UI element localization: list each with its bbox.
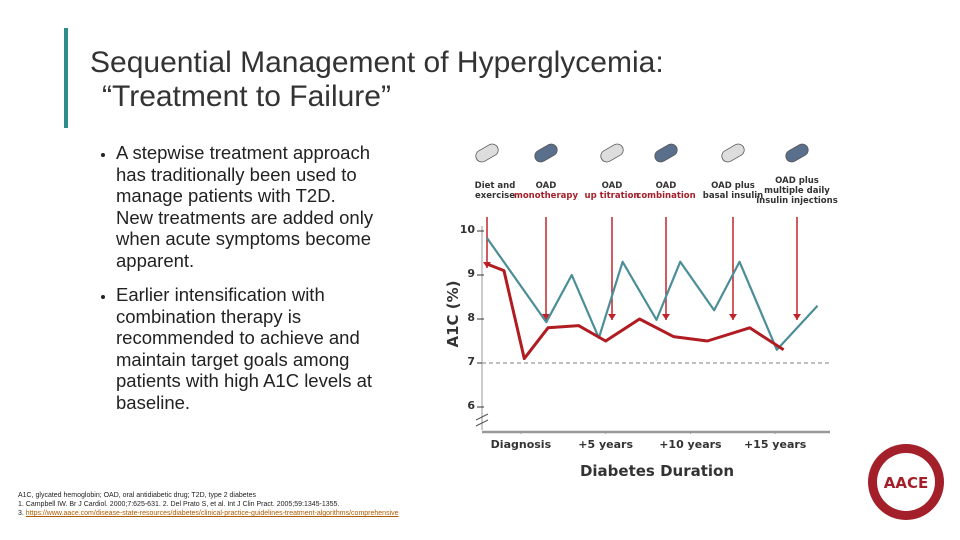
bullet: Earlier intensification with combination… [116,284,376,413]
step-label: Diet and [475,181,516,191]
step-label: OAD [602,181,623,191]
treatment-icon [654,143,678,163]
arrow-head [729,314,737,320]
y-tick-label: 10 [460,223,476,236]
line-series [486,262,785,361]
step-label: basal insulin [703,191,763,201]
step-label: OAD plus [775,176,819,186]
step-label: combination [636,191,695,201]
step-label: up titration [585,191,640,201]
footnote: 3. [18,510,24,517]
x-tick-label: Diagnosis [491,438,552,451]
axis-break [475,419,489,427]
step-label: monotherapy [514,191,578,201]
line-series [486,237,819,351]
footnote: 3. https://www.aace.com/disease-state-re… [18,510,418,519]
step-label: exercise [475,191,515,201]
logo-center [877,453,935,511]
footnote: A1C, glycated hemoglobin; OAD, oral anti… [18,492,257,499]
bullet-list: A stepwise treatment approach has tradit… [74,142,376,426]
step-label: insulin injections [756,196,838,206]
treatment-icon [785,143,809,163]
step-label: OAD plus [711,181,755,191]
treatment-icon [534,143,558,163]
y-tick-label: 6 [467,399,475,412]
bullet: A stepwise treatment approach has tradit… [116,142,376,271]
reference-link[interactable]: https://www.aace.com/disease-state-resou… [25,510,399,517]
treatment-icon [721,143,745,163]
x-tick-label: +5 years [578,438,633,451]
y-axis-title: A1C (%) [444,280,462,347]
y-tick-label: 9 [467,267,475,280]
y-tick-label: 8 [467,311,475,324]
y-tick-label: 7 [467,355,475,368]
title-accent [64,28,68,128]
step-label: OAD [656,181,677,191]
footnote: 1. Campbell IW. Br J Cardiol. 2000;7:625… [18,501,340,508]
step-label: multiple daily [764,186,830,196]
x-tick-label: +10 years [659,438,722,451]
x-axis-title: Diabetes Duration [580,462,734,480]
arrow-head [793,314,801,320]
step-label: OAD [536,181,557,191]
slide-title: “Treatment to Failure” [102,80,391,113]
treatment-icon [600,143,624,163]
logo: AACE [868,444,944,520]
slide-title: Sequential Management of Hyperglycemia: [90,46,664,79]
arrow-head [542,314,550,320]
axis-break [475,413,489,421]
arrow-head [662,314,670,320]
x-tick-label: +15 years [744,438,807,451]
treatment-icon [475,143,499,163]
logo-text: AACE [884,474,928,492]
arrow-head [608,314,616,320]
